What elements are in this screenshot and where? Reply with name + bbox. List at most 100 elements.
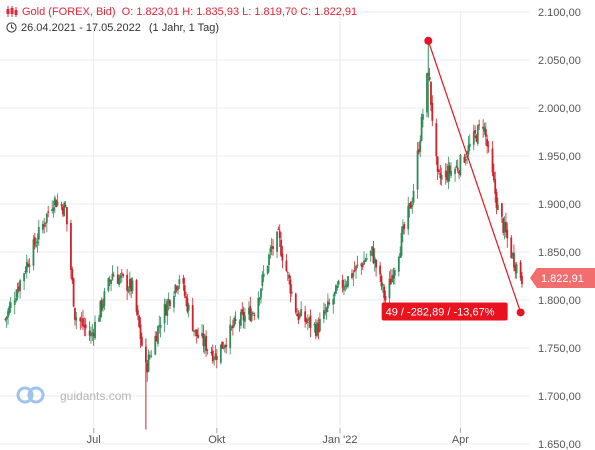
candle-body [290, 291, 293, 294]
candle-body [35, 244, 38, 247]
candle-body [313, 323, 316, 326]
candle-body [173, 296, 175, 308]
candle-body [253, 314, 256, 316]
candle-body [412, 190, 415, 203]
candle-body [296, 313, 299, 317]
candle-body [191, 305, 194, 331]
candle-body [63, 202, 66, 217]
candle-body [187, 304, 190, 311]
date-range-header: 26.04.2021 - 17.05.2022 (1 Jahr, 1 Tag) [6, 22, 219, 34]
candle-body [15, 298, 17, 301]
candle-body [233, 318, 236, 326]
candle-body [327, 301, 329, 309]
candle-body [401, 226, 404, 234]
candle-body [62, 206, 64, 215]
last-price-tag: 1.822,91 [530, 268, 595, 289]
candle-body [23, 273, 25, 282]
x-axis: Jul Okt Jan '22 Apr [87, 428, 469, 446]
candle-series [4, 40, 523, 430]
candle-body [119, 275, 122, 278]
y-tick-label: 2.000,00 [538, 103, 581, 115]
candle-body [244, 315, 246, 322]
candle-body [506, 229, 509, 239]
y-tick-label: 1.850,00 [538, 247, 581, 259]
candle-body [108, 279, 111, 282]
candle-body [128, 279, 131, 289]
candle-body [380, 275, 383, 287]
candle-body [513, 252, 515, 268]
candle-body [82, 318, 84, 327]
candle-body [270, 246, 273, 249]
candle-body [4, 318, 7, 320]
candle-body [447, 165, 450, 182]
candle-body [53, 197, 56, 206]
candle-body [384, 295, 387, 301]
candle-body [436, 156, 439, 172]
candlestick-icon [6, 6, 18, 17]
candle-body [328, 302, 331, 305]
candle-body [276, 231, 278, 252]
grid-lines [0, 11, 530, 445]
candle-body [100, 299, 103, 311]
candle-body [194, 329, 197, 332]
ohlc-values: O: 1.823,01 H: 1.835,93 L: 1.819,70 C: 1… [121, 6, 358, 18]
candle-body [456, 167, 459, 171]
candle-body [27, 263, 30, 267]
x-tick-label: Apr [452, 434, 469, 446]
candle-body [314, 324, 317, 337]
candle-body [475, 135, 478, 142]
candle-body [43, 224, 46, 227]
trendline-label-box [381, 302, 508, 321]
candle-body [381, 283, 384, 286]
candle-body [252, 313, 254, 315]
candle-body [324, 311, 327, 313]
x-tick-label: Okt [208, 434, 225, 446]
candle-body [309, 315, 312, 328]
candle-body [225, 344, 228, 347]
candle-body [110, 280, 112, 285]
candle-body [371, 246, 373, 251]
candle-body [491, 148, 494, 173]
candle-body [343, 286, 345, 291]
candle-body [175, 286, 178, 290]
candle-body [99, 300, 102, 318]
candle-body [351, 273, 353, 278]
candle-body [230, 326, 233, 328]
candle-body [297, 313, 300, 321]
candle-body [202, 333, 205, 346]
candle-body [103, 291, 106, 307]
candle-body [308, 317, 311, 321]
y-tick-label: 1.900,00 [538, 199, 581, 211]
candle-body [372, 247, 375, 264]
candle-body [74, 307, 76, 320]
candle-body [419, 140, 422, 152]
interval: (1 Jahr, 1 Tag) [148, 22, 220, 34]
candle-body [130, 278, 133, 292]
y-axis: 2.100,00 2.050,00 2.000,00 1.950,00 1.900,00… [538, 7, 581, 450]
candle-body [112, 275, 115, 277]
candle-body [332, 298, 335, 305]
candle-body [140, 336, 143, 346]
candle-body [167, 299, 170, 304]
trendline[interactable]: 49 / -282,89 / -13,67% [381, 36, 525, 321]
candle-body [455, 165, 458, 168]
candle-body [32, 239, 35, 266]
candle-body [444, 170, 447, 178]
candle-body [388, 278, 391, 299]
candle-body [211, 350, 214, 362]
candle-body [266, 265, 269, 274]
candle-body [458, 171, 460, 174]
candle-body [317, 323, 320, 333]
candle-body [126, 274, 129, 291]
candle-body [36, 241, 39, 244]
candle-body [24, 271, 27, 273]
candle-body [409, 201, 412, 209]
candle-body [135, 280, 138, 312]
candle-body [248, 307, 250, 315]
candle-body [249, 306, 252, 321]
candle-body [139, 324, 142, 339]
candle-body [155, 335, 158, 342]
candle-body [169, 300, 171, 307]
candle-body [44, 222, 47, 224]
